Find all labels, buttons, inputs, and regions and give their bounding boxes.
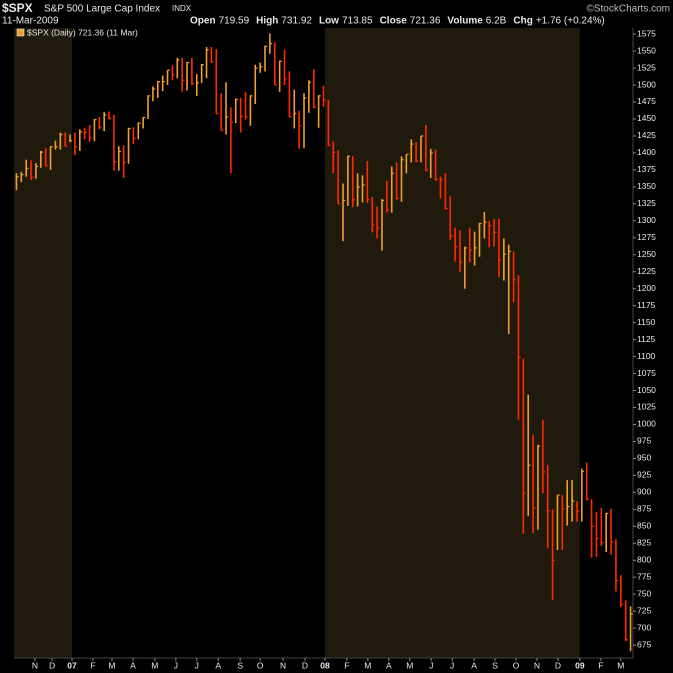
year-shade (14, 28, 73, 658)
y-tick-label: 1550 (637, 45, 656, 55)
x-tick-label: D (555, 660, 561, 670)
date: 11-Mar-2009 (2, 16, 59, 27)
y-tick-label: 850 (637, 521, 651, 531)
x-tick-label: O (257, 660, 264, 670)
y-tick-label: 1450 (637, 113, 656, 123)
quote-label: Chg (513, 16, 532, 27)
y-tick-label: 1150 (637, 317, 656, 327)
x-tick-label: M (151, 660, 158, 670)
x-tick-label: N (280, 660, 286, 670)
y-tick-label: 1225 (637, 266, 656, 276)
x-tick-label: J (174, 660, 178, 670)
x-tick-label: S (492, 660, 498, 670)
year-plain (72, 28, 325, 658)
x-tick-label: O (513, 660, 520, 670)
x-tick-label: A (386, 660, 392, 670)
y-tick-label: 1300 (637, 215, 656, 225)
x-tick-label: F (598, 660, 603, 670)
y-tick-label: 1525 (637, 62, 656, 72)
y-tick-label: 925 (637, 470, 651, 480)
y-tick-label: 1400 (637, 147, 656, 157)
legend-swatch (16, 28, 25, 37)
y-tick-label: 1075 (637, 368, 656, 378)
x-tick-label: D (302, 660, 308, 670)
quote-label: Open (190, 16, 216, 27)
x-tick-label: M (617, 660, 624, 670)
y-tick-label: 1175 (637, 300, 656, 310)
x-tick-label: M (364, 660, 371, 670)
x-tick-label: A (130, 660, 136, 670)
index-name: S&P 500 Large Cap Index (44, 4, 160, 15)
x-tick-label: S (237, 660, 243, 670)
x-tick-label: J (195, 660, 199, 670)
y-tick-label: 1000 (637, 419, 656, 429)
quote-value: 731.92 (281, 16, 312, 27)
quote-value: 713.85 (342, 16, 373, 27)
year-shade (324, 28, 580, 658)
plot-background (14, 28, 634, 659)
x-tick-label: F (90, 660, 95, 670)
y-tick-label: 1325 (637, 198, 656, 208)
y-tick-label: 1200 (637, 283, 656, 293)
quote-value: 721.36 (410, 16, 441, 27)
quote-value: 6.2B (486, 16, 507, 27)
y-tick-label: 1475 (637, 96, 656, 106)
year-plain (579, 28, 633, 658)
y-tick-label: 1050 (637, 385, 656, 395)
y-tick-label: 1375 (637, 164, 656, 174)
y-tick-label: 725 (637, 605, 651, 615)
copyright: ©StockCharts.com (586, 4, 670, 15)
quote-label: Close (380, 16, 408, 27)
y-tick-label: 1275 (637, 232, 656, 242)
y-tick-label: 1025 (637, 402, 656, 412)
y-tick-label: 700 (637, 622, 651, 632)
y-tick-label: 750 (637, 588, 651, 598)
y-tick-label: 1350 (637, 181, 656, 191)
symbol: $SPX (2, 1, 33, 15)
y-tick-label: 1575 (637, 28, 656, 38)
x-tick-label: J (450, 660, 454, 670)
quote-value: 719.59 (219, 16, 250, 27)
y-tick-label: 675 (637, 639, 651, 649)
x-tick-label: M (108, 660, 115, 670)
y-tick-label: 900 (637, 487, 651, 497)
x-tick-label: A (215, 660, 221, 670)
quote: Open 719.59 High 731.92 Low 713.85 Close 721.36… (190, 16, 605, 27)
legend-text: $SPX (Daily) 721.36 (11 Mar) (27, 27, 138, 37)
x-tick-label: N (32, 660, 38, 670)
y-tick-label: 875 (637, 504, 651, 514)
quote-label: Volume (447, 16, 483, 27)
y-tick-label: 1250 (637, 249, 656, 259)
x-tick-label: 09 (575, 660, 585, 670)
y-tick-label: 975 (637, 436, 651, 446)
x-tick-label: 08 (320, 660, 330, 670)
x-tick-label: M (406, 660, 413, 670)
quote-label: Low (319, 16, 339, 27)
x-tick-label: 07 (67, 660, 77, 670)
y-tick-label: 825 (637, 538, 651, 548)
x-tick-label: A (471, 660, 477, 670)
y-tick-label: 1425 (637, 130, 656, 140)
quote-value: +1.76 (+0.24%) (536, 16, 605, 27)
y-tick-label: 1500 (637, 79, 656, 89)
x-tick-label: F (344, 660, 349, 670)
x-tick-label: D (49, 660, 55, 670)
y-tick-label: 1125 (637, 334, 656, 344)
y-tick-label: 800 (637, 554, 651, 564)
y-tick-label: 775 (637, 571, 651, 581)
y-tick-label: 1100 (637, 351, 656, 361)
exchange: INDX (172, 4, 192, 13)
x-tick-label: N (534, 660, 540, 670)
x-tick-label: J (429, 660, 433, 670)
quote-label: High (256, 16, 278, 27)
y-tick-label: 950 (637, 453, 651, 463)
